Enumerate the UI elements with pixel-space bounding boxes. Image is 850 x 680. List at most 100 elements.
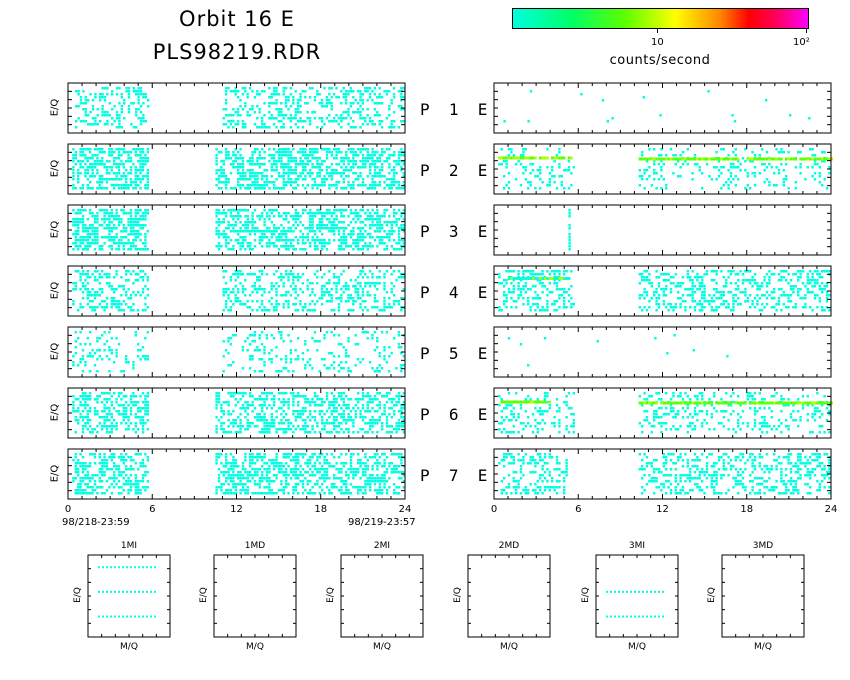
data-cell — [244, 215, 247, 218]
data-cell — [352, 151, 355, 154]
band-cell — [732, 157, 735, 161]
data-cell — [318, 224, 321, 227]
data-cell — [103, 166, 106, 169]
data-cell — [529, 163, 532, 166]
data-cell — [241, 239, 245, 242]
data-cell — [739, 169, 742, 172]
data-cell — [127, 270, 130, 273]
data-cell — [268, 218, 271, 221]
data-cell — [311, 367, 314, 370]
data-cell — [292, 239, 295, 242]
data-cell — [400, 169, 403, 172]
data-cell — [120, 239, 123, 242]
data-cell — [103, 96, 107, 99]
data-cell — [325, 282, 329, 285]
data-cell — [89, 236, 92, 239]
data-cell — [251, 334, 254, 337]
data-cell — [86, 157, 89, 160]
data-cell — [261, 230, 264, 233]
data-cell — [789, 288, 793, 291]
data-cell — [256, 117, 259, 120]
data-cell — [693, 309, 697, 312]
data-cell — [96, 401, 99, 404]
band-cell — [691, 157, 694, 161]
data-cell — [309, 242, 312, 245]
data-cell — [380, 96, 384, 99]
data-cell — [72, 395, 75, 398]
band-cell — [693, 157, 697, 161]
data-cell — [227, 425, 230, 428]
data-cell — [249, 178, 252, 181]
data-cell — [137, 117, 140, 120]
data-cell — [732, 303, 735, 306]
data-cell — [251, 175, 254, 178]
data-cell — [289, 245, 293, 248]
data-cell — [510, 282, 513, 285]
data-cell — [388, 172, 391, 175]
data-cell — [215, 398, 218, 401]
data-cell — [72, 410, 75, 413]
data-cell — [657, 285, 661, 288]
data-cell — [320, 120, 324, 123]
data-cell — [239, 236, 242, 239]
data-cell — [356, 343, 360, 346]
data-cell — [232, 114, 235, 117]
data-cell — [277, 285, 281, 288]
data-cell — [330, 175, 333, 178]
data-cell — [347, 297, 350, 300]
data-cell — [105, 398, 109, 401]
data-cell — [103, 273, 106, 276]
data-cell — [316, 90, 319, 93]
band-cell — [532, 277, 535, 280]
data-cell — [373, 175, 377, 178]
data-cell — [337, 227, 341, 230]
data-cell — [691, 178, 694, 181]
data-cell — [335, 288, 338, 291]
data-cell — [555, 282, 559, 285]
data-cell — [86, 166, 89, 169]
data-cell — [347, 148, 350, 151]
data-cell — [265, 334, 269, 337]
data-cell — [244, 172, 247, 175]
data-cell — [296, 276, 300, 279]
data-cell — [110, 401, 113, 404]
data-cell — [292, 117, 295, 120]
data-cell — [813, 294, 817, 297]
data-cell — [113, 407, 116, 410]
data-cell — [727, 178, 730, 181]
data-cell — [402, 175, 405, 178]
data-cell — [144, 233, 147, 236]
data-cell — [146, 184, 149, 187]
data-cell — [340, 236, 343, 239]
data-cell — [98, 303, 101, 306]
data-cell — [129, 227, 133, 230]
data-cell — [89, 123, 92, 126]
data-cell — [229, 422, 233, 425]
data-cell — [81, 285, 85, 288]
data-cell — [137, 175, 140, 178]
data-cell — [127, 212, 130, 215]
data-cell — [299, 151, 302, 154]
data-cell — [108, 236, 111, 239]
data-cell — [86, 236, 89, 239]
data-cell — [325, 209, 329, 212]
data-cell — [400, 239, 403, 242]
data-cell — [258, 126, 261, 129]
data-cell — [282, 117, 285, 120]
data-cell — [349, 212, 353, 215]
data-cell — [77, 212, 80, 215]
data-cell — [323, 291, 326, 294]
data-cell — [385, 157, 389, 160]
data-cell — [101, 209, 104, 212]
data-cell — [340, 294, 343, 297]
data-cell — [139, 422, 142, 425]
data-cell — [261, 215, 264, 218]
data-cell — [292, 172, 295, 175]
data-cell — [691, 172, 694, 175]
data-cell — [563, 169, 566, 172]
data-cell — [86, 242, 89, 245]
data-cell — [220, 160, 223, 163]
data-cell — [215, 395, 218, 398]
data-cell — [311, 166, 314, 169]
data-cell — [246, 184, 249, 187]
